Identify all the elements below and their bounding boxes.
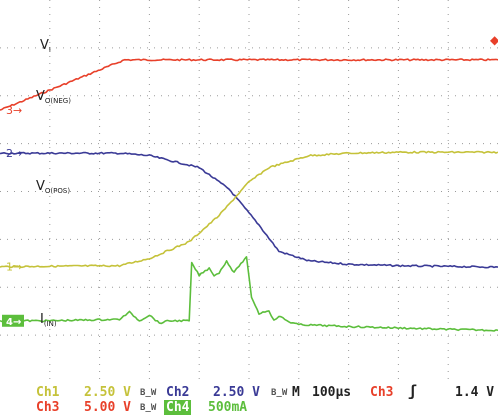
trace-ch2 — [0, 151, 498, 269]
ch3-scale: 5.00 V — [84, 400, 131, 415]
channel-marker-label: 3→ — [6, 104, 22, 117]
trace-label-ch1: VO(POS) — [36, 179, 70, 195]
timebase-value: 100µs — [312, 385, 352, 400]
bandwidth-limit-icon: B_W — [140, 388, 157, 398]
waveform-traces — [0, 58, 498, 332]
channel-marker-label: 2→ — [6, 147, 22, 160]
ch1-label: Ch1 — [36, 385, 60, 400]
status-bar: Ch1 2.50 V B_W Ch2 2.50 V B_W M 100µs Ch… — [0, 383, 498, 416]
ch2-label: Ch2 — [166, 385, 190, 400]
ch3-label: Ch3 — [36, 400, 60, 415]
bandwidth-limit-icon: B_W — [140, 403, 157, 413]
channel-marker-label: 4→ — [6, 317, 21, 328]
trace-label-ch4: I(IN) — [40, 312, 57, 328]
channel-markers: 3→ 2→ 1→ 4→ — [2, 104, 24, 328]
trace-ch3 — [0, 58, 498, 111]
trigger-level: 1.4 V — [455, 385, 495, 400]
ch2-scale: 2.50 V — [213, 385, 260, 400]
timebase-label: M — [292, 385, 300, 400]
ch4-marker-badge — [2, 314, 24, 327]
ch1-scale: 2.50 V — [84, 385, 131, 400]
graticule — [0, 0, 498, 383]
screen-background — [0, 0, 498, 383]
trace-ch4 — [0, 255, 498, 332]
trace-ch1 — [0, 150, 498, 269]
trigger-source: Ch3 — [370, 385, 394, 400]
bandwidth-limit-icon: B_W — [271, 388, 288, 398]
trigger-slope-icon: ʃ — [408, 382, 418, 400]
trigger-level-marker: ◆ — [490, 33, 498, 47]
ch4-scale: 500mA — [208, 400, 248, 415]
trace-label-ch3: VI — [40, 38, 51, 54]
trace-labels: VI VO(NEG) VO(POS) I(IN) — [36, 38, 71, 328]
trace-label-ch2: VO(NEG) — [36, 89, 71, 105]
channel-marker-label: 1→ — [6, 261, 22, 274]
ch4-label: Ch4 — [164, 400, 192, 415]
